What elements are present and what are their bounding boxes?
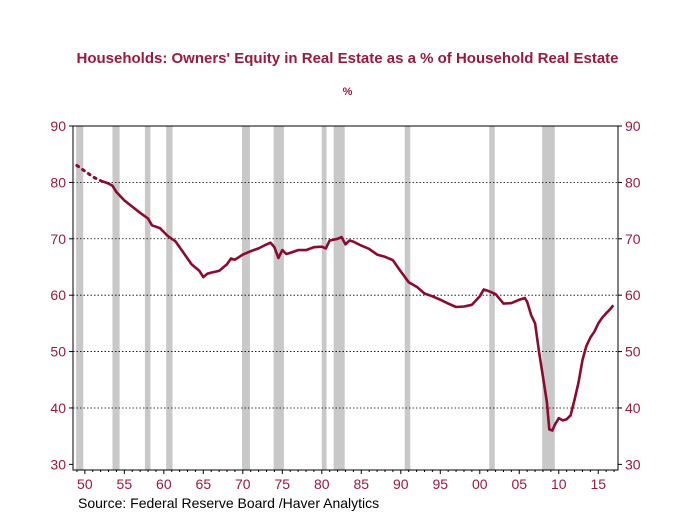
x-tick-label: 75 — [275, 476, 291, 492]
y-tick-label: 30 — [50, 456, 66, 472]
y-axis-right: 30 40 50 60 70 80 90 — [618, 118, 641, 472]
x-tick-label: 90 — [393, 476, 409, 492]
x-tick-label: 70 — [235, 476, 251, 492]
x-tick-label: 85 — [354, 476, 370, 492]
y-tick-label: 30 — [625, 456, 641, 472]
recession-band — [112, 126, 120, 470]
x-tick-label: 55 — [117, 476, 133, 492]
source-note: Source: Federal Reserve Board /Haver Ana… — [78, 495, 380, 511]
y-tick-label: 60 — [50, 287, 66, 303]
series-line-dotted — [75, 164, 103, 183]
recession-band — [166, 126, 173, 470]
x-tick-label: 95 — [432, 476, 448, 492]
x-tick-label: 65 — [196, 476, 212, 492]
plot-frame — [72, 125, 619, 471]
x-tick-label: 15 — [590, 476, 606, 492]
recession-band — [321, 126, 327, 470]
x-axis: 50 55 60 65 70 75 80 85 90 95 00 05 10 15 — [76, 470, 615, 492]
y-tick-label: 90 — [625, 118, 641, 134]
y-tick-label: 70 — [625, 231, 641, 247]
recession-bands — [76, 126, 555, 470]
gridlines — [73, 181, 618, 409]
x-tick-label: 60 — [156, 476, 172, 492]
y-tick-label: 70 — [50, 231, 66, 247]
y-tick-label: 80 — [50, 174, 66, 190]
x-tick-label: 10 — [551, 476, 567, 492]
recession-band — [242, 126, 250, 470]
recession-band — [489, 126, 495, 470]
y-tick-label: 60 — [625, 287, 641, 303]
y-tick-label: 40 — [625, 400, 641, 416]
x-tick-label: 05 — [511, 476, 527, 492]
y-tick-label: 40 — [50, 400, 66, 416]
chart-subtitle: % — [342, 86, 353, 98]
x-tick-label: 50 — [77, 476, 93, 492]
x-tick-label: 80 — [314, 476, 330, 492]
recession-band — [333, 126, 345, 470]
series-line — [100, 179, 615, 432]
recession-band — [144, 126, 151, 470]
y-tick-label: 50 — [50, 344, 66, 360]
recession-band — [404, 126, 411, 470]
chart-title: Households: Owners' Equity in Real Estat… — [76, 50, 619, 67]
series-lines — [75, 164, 615, 432]
recession-band — [76, 126, 84, 470]
y-tick-label: 50 — [625, 344, 641, 360]
recession-band — [273, 126, 284, 470]
y-tick-label: 90 — [50, 118, 66, 134]
y-axis-left: 30 40 50 60 70 80 90 — [50, 118, 73, 472]
y-tick-label: 80 — [625, 174, 641, 190]
x-tick-label: 00 — [472, 476, 488, 492]
